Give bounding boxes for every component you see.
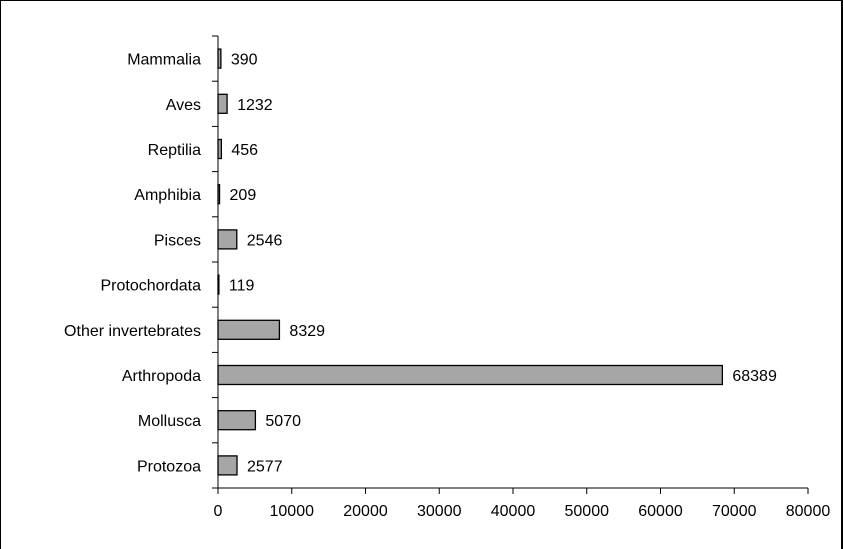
category-label: Amphibia bbox=[134, 187, 201, 204]
category-label: Aves bbox=[166, 97, 201, 114]
bar bbox=[217, 319, 281, 340]
data-label: 119 bbox=[229, 278, 255, 295]
bar bbox=[217, 138, 223, 160]
bar bbox=[217, 364, 724, 386]
data-label: 5070 bbox=[265, 413, 301, 430]
x-tick-label: 80000 bbox=[786, 503, 831, 520]
x-tick-label: 30000 bbox=[417, 503, 462, 520]
category-label: Reptilia bbox=[148, 142, 201, 159]
category-label: Protozoa bbox=[137, 458, 201, 475]
data-label: 68389 bbox=[732, 368, 777, 385]
x-tick-label: 10000 bbox=[270, 503, 315, 520]
axes-layer bbox=[212, 35, 809, 494]
data-label: 2546 bbox=[247, 232, 283, 249]
labels-layer: 0 10000 20000 30000 40000 50000 60000 70000 8000… bbox=[64, 52, 830, 520]
data-label: 8329 bbox=[289, 323, 325, 340]
data-label: 456 bbox=[231, 142, 258, 159]
bar bbox=[217, 410, 257, 431]
data-label: 2577 bbox=[247, 458, 283, 475]
bar bbox=[217, 455, 238, 476]
bar bbox=[217, 229, 238, 250]
data-label: 209 bbox=[230, 187, 257, 204]
x-tick-label: 40000 bbox=[491, 503, 536, 520]
x-tick-label: 50000 bbox=[565, 503, 610, 520]
data-label: 1232 bbox=[237, 97, 273, 114]
x-tick-label: 70000 bbox=[712, 503, 757, 520]
category-label: Mammalia bbox=[127, 52, 201, 69]
category-label: Other invertebrates bbox=[64, 323, 201, 340]
bars-layer bbox=[217, 48, 724, 476]
category-label: Arthropoda bbox=[122, 368, 201, 385]
category-label: Mollusca bbox=[138, 413, 201, 430]
x-tick-label: 60000 bbox=[638, 503, 683, 520]
bar bbox=[217, 93, 228, 114]
category-label: Protochordata bbox=[100, 278, 201, 295]
x-tick-label: 20000 bbox=[343, 503, 388, 520]
category-label: Pisces bbox=[154, 232, 201, 249]
x-tick-label: 0 bbox=[214, 503, 223, 520]
data-label: 390 bbox=[231, 52, 258, 69]
